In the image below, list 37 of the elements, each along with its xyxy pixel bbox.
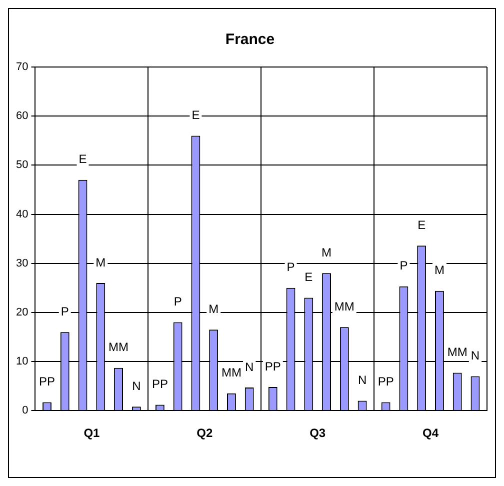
- x-tick-label: Q1: [84, 426, 100, 440]
- y-tick-label: 10: [16, 356, 28, 368]
- text: M: [322, 245, 332, 260]
- text: N: [470, 348, 480, 363]
- text: E: [304, 270, 313, 284]
- text: E: [78, 152, 87, 166]
- text: M: [208, 302, 219, 316]
- text: MM: [447, 345, 468, 360]
- series-label: PP: [378, 374, 394, 389]
- text: PP: [152, 377, 168, 392]
- y-tick-label: 70: [16, 61, 28, 74]
- series-label: E: [418, 218, 426, 232]
- chart-title: France: [225, 31, 275, 48]
- y-tick-label: 30: [16, 257, 28, 270]
- y-tick-label: 20: [16, 306, 28, 318]
- text: P: [60, 304, 69, 318]
- x-tick-label: Q2: [196, 426, 213, 440]
- x-tick-label: Q3: [310, 426, 326, 440]
- text: MM: [334, 299, 354, 314]
- text: PP: [38, 374, 56, 389]
- y-tick-label: 50: [16, 159, 28, 172]
- y-tick-label: 60: [16, 110, 28, 122]
- series-label: MM: [108, 340, 129, 354]
- y-tick-label: 0: [22, 404, 28, 417]
- text: P: [286, 260, 295, 274]
- text: E: [192, 108, 200, 122]
- text: MM: [221, 366, 242, 380]
- series-label: P: [174, 294, 182, 309]
- series-label: N: [132, 378, 141, 393]
- series-label: M: [96, 255, 106, 270]
- text: N: [358, 373, 367, 388]
- text: PP: [264, 359, 281, 374]
- text: N: [245, 360, 254, 374]
- y-tick-label: 40: [16, 208, 28, 220]
- text: M: [434, 263, 444, 278]
- x-tick-label: Q4: [422, 426, 439, 440]
- text: P: [400, 258, 408, 273]
